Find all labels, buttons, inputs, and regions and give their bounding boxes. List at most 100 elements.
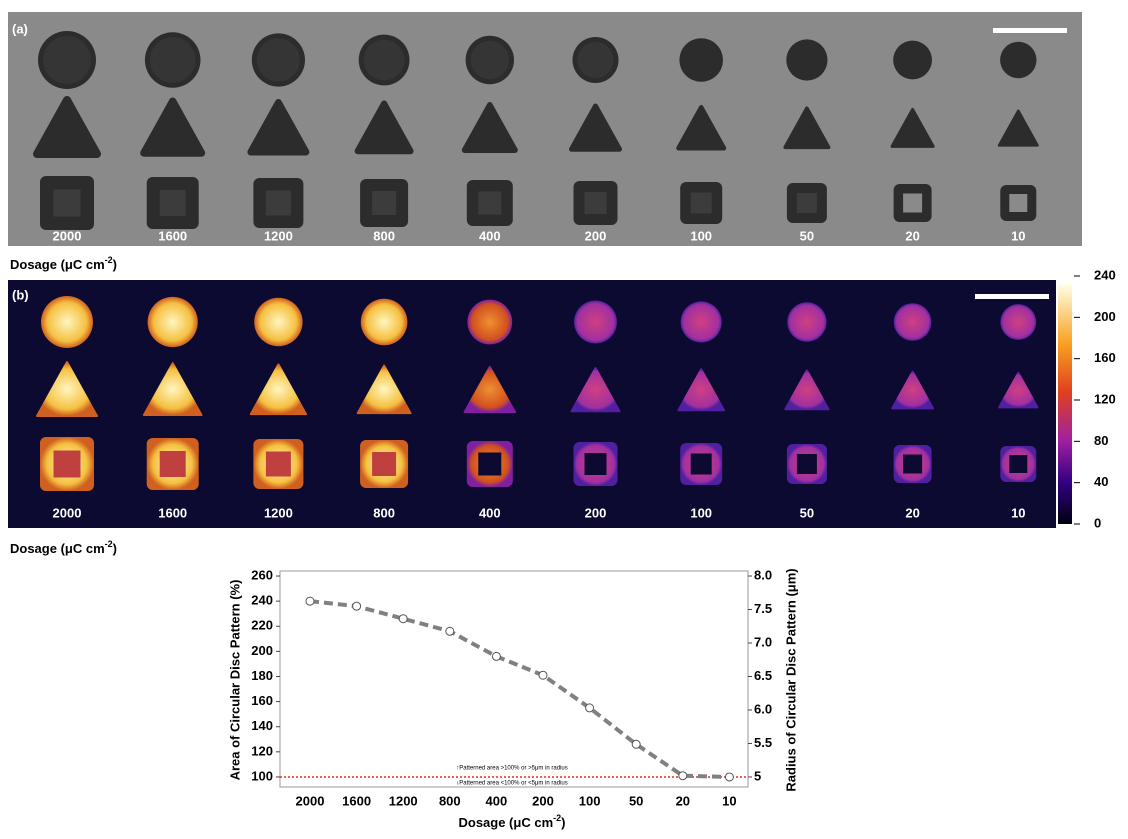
dosage-label: 20	[905, 228, 919, 243]
square-hole	[903, 455, 922, 474]
panel-label: (a)	[12, 21, 28, 36]
dosage-label: 200	[585, 505, 607, 520]
x-tick-label: 2000	[296, 793, 325, 808]
dosage-label: 100	[690, 505, 712, 520]
y-tick-label: 260	[251, 567, 273, 582]
data-point	[679, 772, 687, 780]
dosage-label: 20	[905, 505, 919, 520]
disc-pattern	[1000, 42, 1036, 78]
square-hole	[691, 193, 712, 214]
y-tick-label: 220	[251, 618, 273, 633]
y-tick-label: 120	[251, 743, 273, 758]
axis-label: Dosage (μC cm-2)	[10, 539, 117, 556]
square-hole	[266, 452, 291, 477]
y-tick-label: 160	[251, 693, 273, 708]
square-hole	[585, 192, 607, 214]
series-line	[310, 601, 729, 777]
y-tick-label: 200	[251, 643, 273, 658]
dosage-label: 400	[479, 228, 501, 243]
disc-pattern	[679, 38, 723, 82]
disc-pattern	[361, 299, 408, 346]
x-tick-label: 10	[722, 793, 736, 808]
x-tick-label: 20	[676, 793, 690, 808]
square-hole	[372, 191, 396, 215]
y2-tick-label: 8.0	[754, 567, 772, 582]
dosage-label: 1200	[264, 228, 293, 243]
y2-tick-label: 7.0	[754, 634, 772, 649]
dosage-label: 800	[373, 505, 395, 520]
dosage-label: 1600	[158, 505, 187, 520]
square-hole	[797, 193, 817, 213]
dosage-label: 50	[800, 228, 814, 243]
square-hole	[160, 451, 186, 477]
disc-pattern	[148, 297, 198, 347]
x-tick-label: 50	[629, 793, 643, 808]
disc-pattern	[254, 298, 302, 346]
dosage-label: 400	[479, 505, 501, 520]
square-hole	[797, 454, 817, 474]
plot-frame	[280, 571, 748, 787]
annotation: ↓Patterned area <100% or <5μm in radius	[456, 781, 568, 787]
y-tick-label: 140	[251, 718, 273, 733]
dosage-label: 1600	[158, 228, 187, 243]
square-hole	[478, 192, 501, 215]
square-hole	[54, 451, 81, 478]
data-point	[306, 597, 314, 605]
x-tick-label: 800	[439, 793, 461, 808]
colorbar-tick-label: 200	[1094, 309, 1116, 324]
square-hole	[478, 453, 501, 476]
disc-pattern	[681, 301, 722, 342]
disc-pattern	[893, 41, 932, 80]
disc-core	[471, 41, 509, 79]
colorbar-tick-label: 120	[1094, 391, 1116, 406]
square-hole	[372, 452, 396, 476]
data-point	[632, 740, 640, 748]
dosage-label: 10	[1011, 505, 1025, 520]
annotation: ↑Patterned area >100% or >5μm in radius	[456, 766, 568, 772]
panel-label: (b)	[12, 287, 29, 302]
square-hole	[585, 453, 607, 475]
y-axis-label: Area of Circular Disc Pattern (%)	[227, 580, 242, 781]
data-point	[539, 671, 547, 679]
disc-core	[578, 42, 614, 78]
disc-pattern	[894, 303, 932, 341]
disc-pattern	[467, 300, 512, 345]
dosage-label: 50	[800, 505, 814, 520]
y2-tick-label: 7.5	[754, 601, 772, 616]
data-point	[586, 704, 594, 712]
dosage-label: 1200	[264, 505, 293, 520]
square-hole	[266, 191, 291, 216]
data-point	[492, 652, 500, 660]
y2-tick-label: 5.5	[754, 735, 772, 750]
y2-tick-label: 6.5	[754, 668, 772, 683]
data-point	[353, 602, 361, 610]
disc-pattern	[786, 39, 827, 80]
dosage-label: 200	[585, 228, 607, 243]
disc-pattern	[787, 302, 826, 341]
disc-core	[364, 40, 405, 81]
x-tick-label: 100	[579, 793, 601, 808]
axis-label: Dosage (μC cm-2)	[10, 255, 117, 272]
colorbar-tick-label: 0	[1094, 515, 1101, 530]
disc-pattern	[574, 301, 617, 344]
dosage-label: 800	[373, 228, 395, 243]
scale-bar	[975, 294, 1049, 299]
y2-axis-label: Radius of Circular Disc Pattern (μm)	[783, 568, 798, 791]
y-tick-label: 100	[251, 768, 273, 783]
colorbar-tick-label: 40	[1094, 474, 1108, 489]
square-hole	[1009, 455, 1027, 473]
y-tick-label: 240	[251, 593, 273, 608]
x-tick-label: 200	[532, 793, 554, 808]
x-axis-label: Dosage (μC cm-2)	[458, 813, 565, 830]
dosage-label: 2000	[53, 505, 82, 520]
x-tick-label: 1600	[342, 793, 371, 808]
dosage-label: 10	[1011, 228, 1025, 243]
y2-tick-label: 5	[754, 768, 761, 783]
colorbar-tick-label: 80	[1094, 433, 1108, 448]
colorbar	[1058, 284, 1072, 524]
data-point	[399, 615, 407, 623]
x-tick-label: 1200	[389, 793, 418, 808]
y-tick-label: 180	[251, 668, 273, 683]
dosage-label: 100	[690, 228, 712, 243]
dosage-label: 2000	[53, 228, 82, 243]
